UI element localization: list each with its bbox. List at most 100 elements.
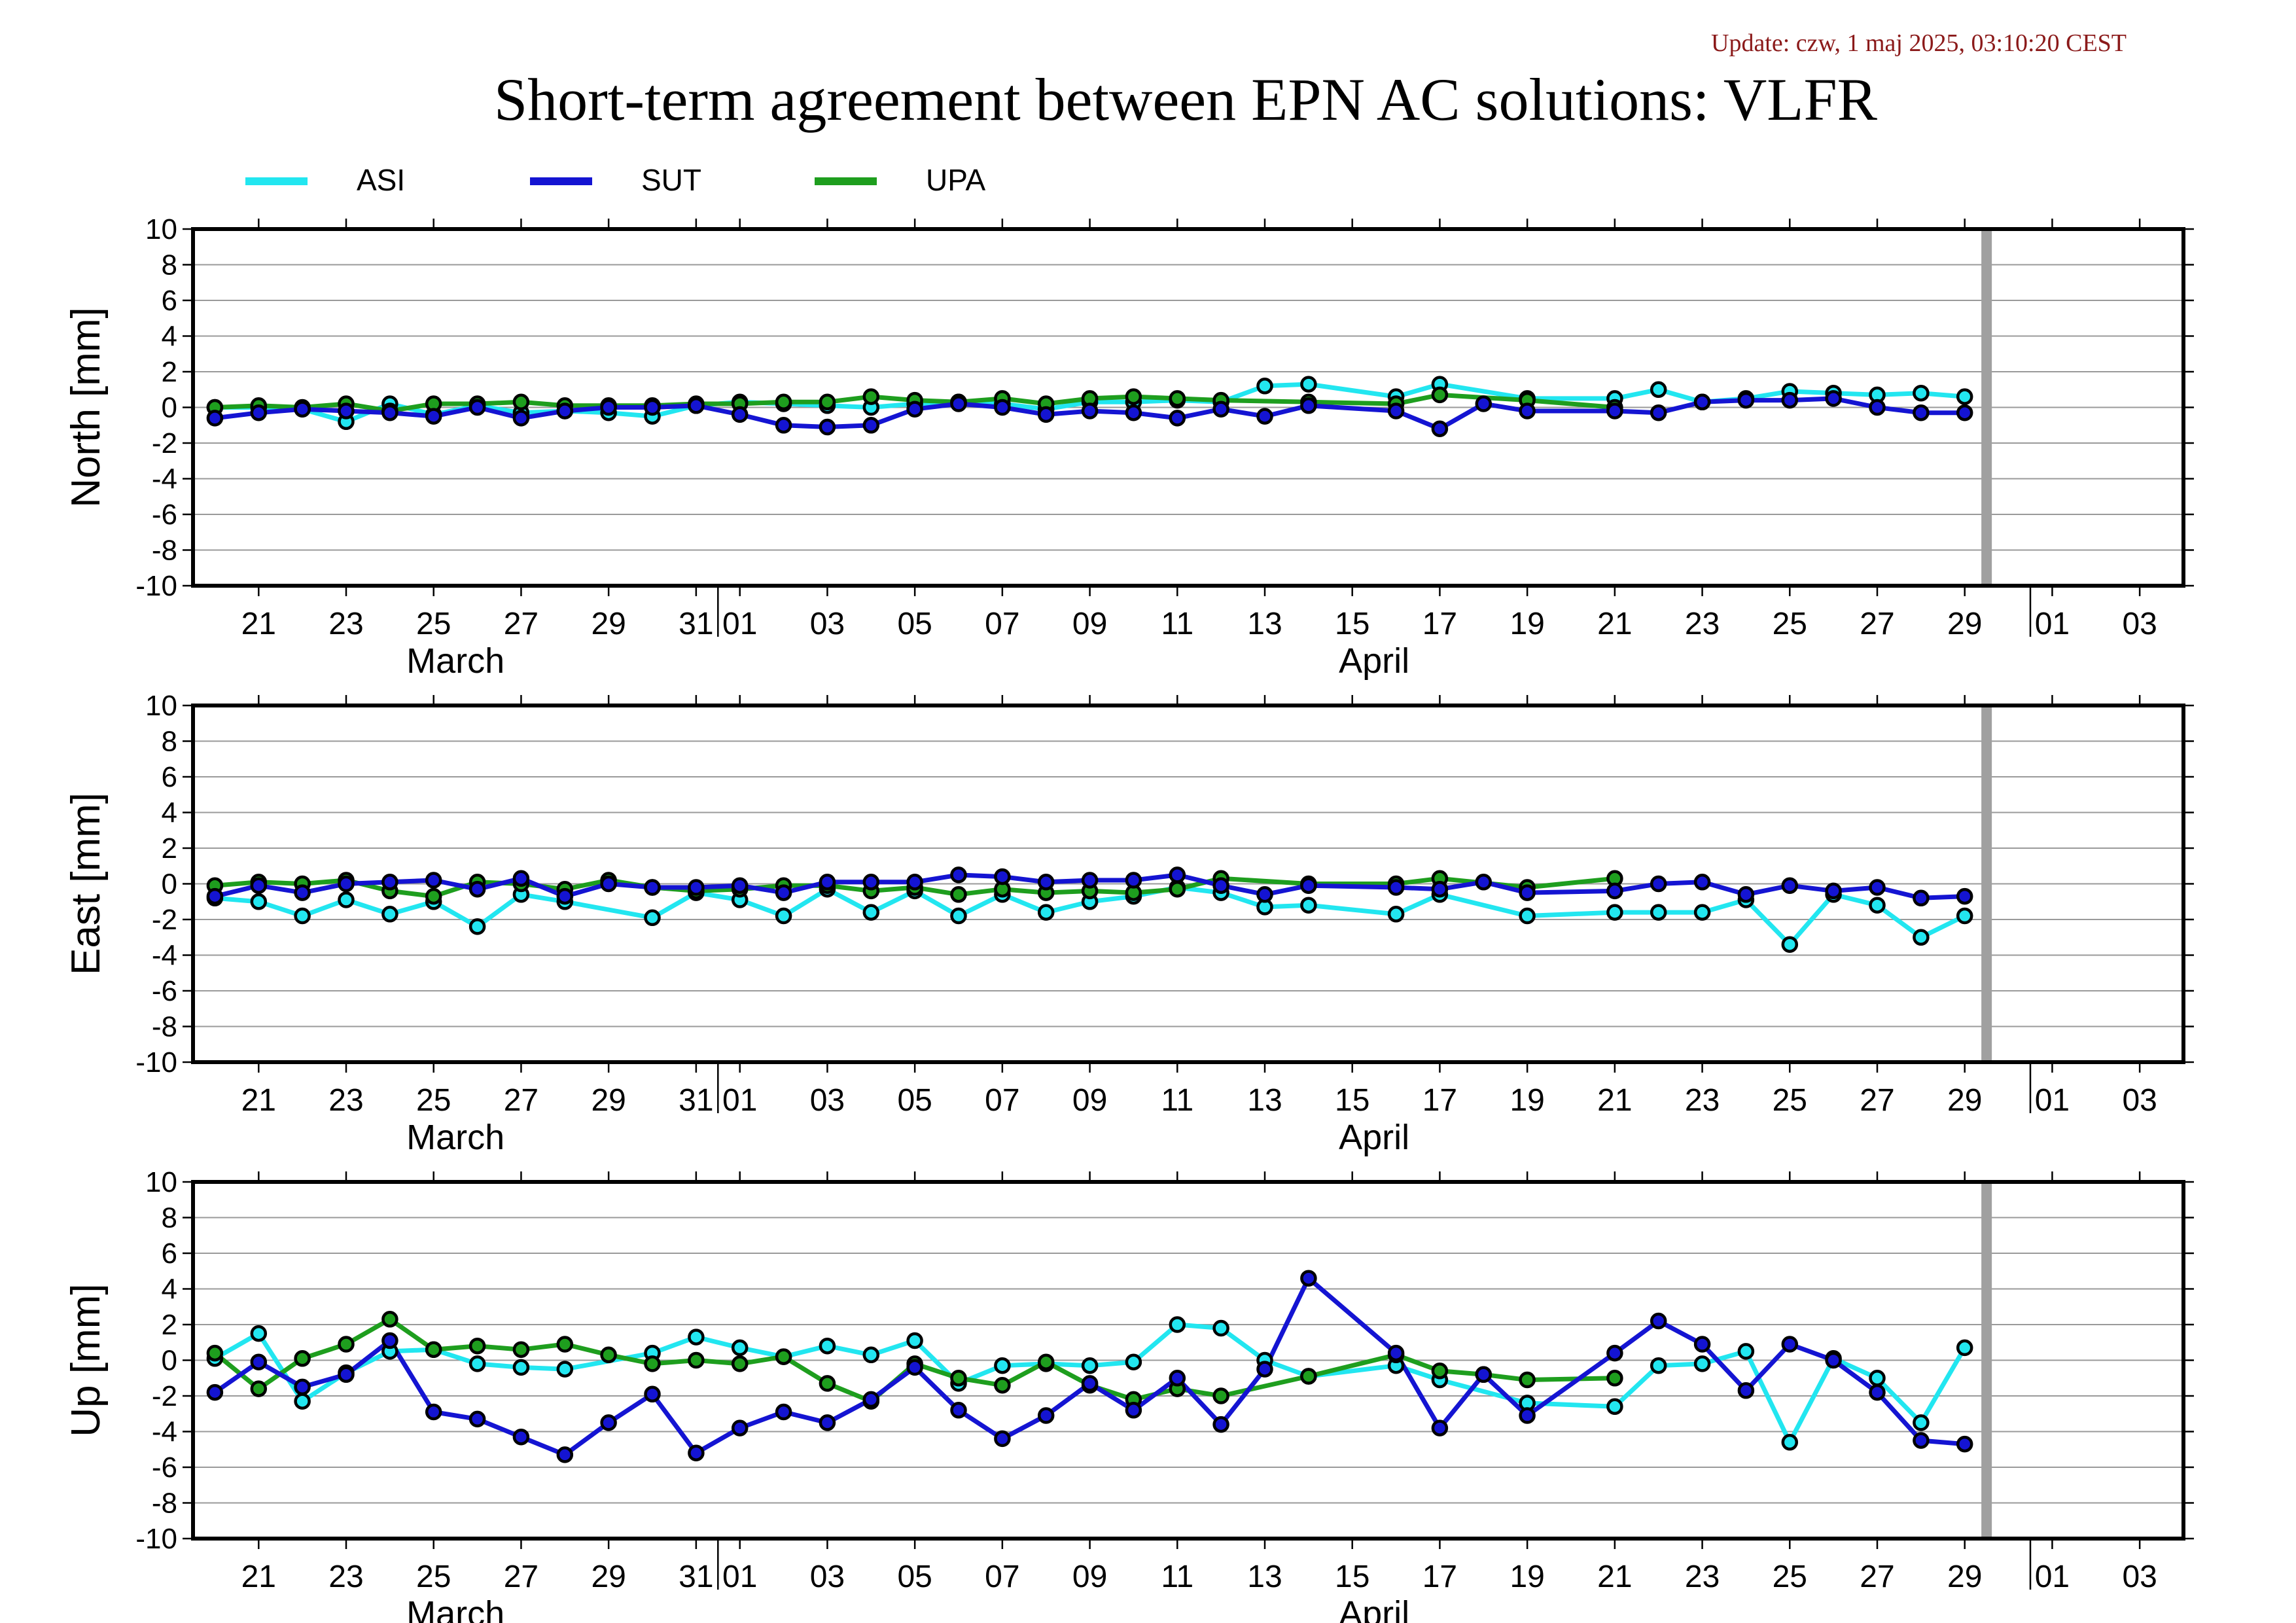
data-point-sut bbox=[1169, 1370, 1186, 1387]
x-tick-label: 01 bbox=[722, 607, 757, 641]
series-line-upa bbox=[212, 1317, 1617, 1404]
x-tick-label: 31 bbox=[679, 1083, 713, 1118]
month-label: April bbox=[1339, 1594, 1409, 1623]
x-tick-label: 29 bbox=[591, 1560, 626, 1594]
data-point-sut bbox=[1300, 877, 1317, 894]
x-tick-label: 07 bbox=[985, 1083, 1019, 1118]
data-point-upa bbox=[1125, 388, 1142, 405]
data-point-asi bbox=[1956, 388, 1973, 405]
y-tick-label: 10 bbox=[145, 213, 177, 245]
data-point-upa bbox=[1212, 1387, 1229, 1404]
x-tick-label: 25 bbox=[416, 607, 451, 641]
data-point-upa bbox=[1300, 1368, 1317, 1385]
data-point-sut bbox=[1125, 872, 1142, 889]
data-point-asi bbox=[1869, 897, 1886, 914]
data-point-sut bbox=[294, 884, 311, 901]
data-point-sut bbox=[1256, 886, 1273, 903]
data-point-sut bbox=[1037, 406, 1055, 423]
data-point-sut bbox=[1781, 877, 1799, 894]
data-point-sut bbox=[512, 1428, 530, 1446]
data-point-sut bbox=[425, 408, 442, 425]
data-point-asi bbox=[1081, 1357, 1099, 1374]
x-tick-label: 15 bbox=[1335, 1560, 1369, 1594]
x-tick-label: 25 bbox=[1773, 1560, 1807, 1594]
data-point-sut bbox=[775, 417, 792, 434]
x-tick-label: 23 bbox=[328, 1083, 363, 1118]
data-point-sut bbox=[1869, 399, 1886, 416]
data-point-sut bbox=[1037, 1407, 1055, 1424]
data-point-sut bbox=[819, 874, 836, 891]
data-point-sut bbox=[1081, 872, 1099, 889]
data-point-sut bbox=[250, 877, 268, 894]
data-point-asi bbox=[1300, 376, 1317, 393]
data-point-asi bbox=[688, 1329, 705, 1346]
data-point-asi bbox=[1300, 897, 1317, 914]
y-tick-label: -10 bbox=[135, 1046, 177, 1079]
data-point-sut bbox=[1737, 391, 1755, 409]
x-tick-label: 05 bbox=[897, 1083, 932, 1118]
data-point-sut bbox=[425, 872, 442, 889]
data-point-sut bbox=[994, 868, 1011, 885]
data-point-asi bbox=[1781, 1434, 1799, 1451]
y-tick-label: 8 bbox=[162, 726, 177, 758]
data-point-sut bbox=[1956, 1435, 1973, 1453]
legend-entry-upa: UPA bbox=[815, 163, 985, 197]
y-tick-label: 8 bbox=[162, 249, 177, 281]
x-tick-label: 23 bbox=[328, 1560, 363, 1594]
data-point-asi bbox=[556, 1361, 574, 1378]
data-point-upa bbox=[425, 1341, 442, 1358]
data-point-upa bbox=[512, 1341, 530, 1358]
panel-north: 10 8 6 42 0-2 -4 -6 -8-10 North [mm] 21 23 25 27 29 31… bbox=[63, 213, 2194, 681]
data-point-upa bbox=[206, 1344, 224, 1362]
x-tick-label: 15 bbox=[1335, 607, 1369, 641]
x-tick-label: 27 bbox=[1860, 607, 1894, 641]
data-point-sut bbox=[1037, 874, 1055, 891]
data-point-asi bbox=[1212, 1319, 1229, 1337]
data-point-sut bbox=[688, 397, 705, 414]
y-tick-label: -2 bbox=[152, 1380, 177, 1412]
data-point-sut bbox=[1606, 1344, 1623, 1362]
data-point-sut bbox=[1431, 1419, 1449, 1436]
data-point-sut bbox=[600, 875, 617, 893]
month-label: March bbox=[406, 1594, 504, 1623]
x-tick-label: 27 bbox=[1860, 1083, 1894, 1118]
data-point-asi bbox=[1519, 907, 1536, 925]
y-tick-label: -4 bbox=[152, 940, 177, 972]
data-point-sut bbox=[1387, 879, 1405, 896]
data-point-upa bbox=[1169, 880, 1186, 898]
data-point-asi bbox=[775, 907, 792, 925]
data-point-sut bbox=[1169, 410, 1186, 427]
data-point-asi bbox=[250, 1325, 268, 1342]
y-tick-label: -2 bbox=[152, 427, 177, 459]
y-tick-label: 2 bbox=[162, 356, 177, 388]
y-tick-label: -4 bbox=[152, 463, 177, 495]
data-point-sut bbox=[775, 884, 792, 901]
chart-title: Short-term agreement between EPN AC solu… bbox=[494, 66, 1878, 133]
x-tick-label: 03 bbox=[2122, 1083, 2157, 1118]
data-point-asi bbox=[468, 918, 486, 935]
data-point-sut bbox=[468, 880, 486, 898]
data-point-asi bbox=[906, 1332, 923, 1349]
x-tick-label: 25 bbox=[1773, 1083, 1807, 1118]
data-point-asi bbox=[1037, 904, 1055, 921]
data-point-sut bbox=[950, 866, 967, 883]
data-point-sut bbox=[250, 1353, 268, 1370]
x-tick-label: 25 bbox=[416, 1560, 451, 1594]
data-point-asi bbox=[1606, 1398, 1623, 1416]
legend-label-upa: UPA bbox=[926, 163, 985, 197]
data-point-sut bbox=[1169, 866, 1186, 883]
x-tick-label: 27 bbox=[1860, 1560, 1894, 1594]
data-point-asi bbox=[1869, 1370, 1886, 1387]
y-tick-label: -6 bbox=[152, 975, 177, 1007]
data-point-asi bbox=[1913, 1414, 1930, 1431]
x-tick-label: 27 bbox=[504, 1560, 539, 1594]
x-tick-label: 21 bbox=[1597, 1083, 1632, 1118]
y-tick-label: 8 bbox=[162, 1202, 177, 1234]
data-point-sut bbox=[381, 1332, 398, 1349]
y-tick-label: 6 bbox=[162, 285, 177, 317]
data-point-asi bbox=[819, 1337, 836, 1355]
data-point-upa bbox=[250, 1380, 268, 1397]
data-point-sut bbox=[556, 887, 574, 905]
data-point-sut bbox=[206, 410, 224, 427]
